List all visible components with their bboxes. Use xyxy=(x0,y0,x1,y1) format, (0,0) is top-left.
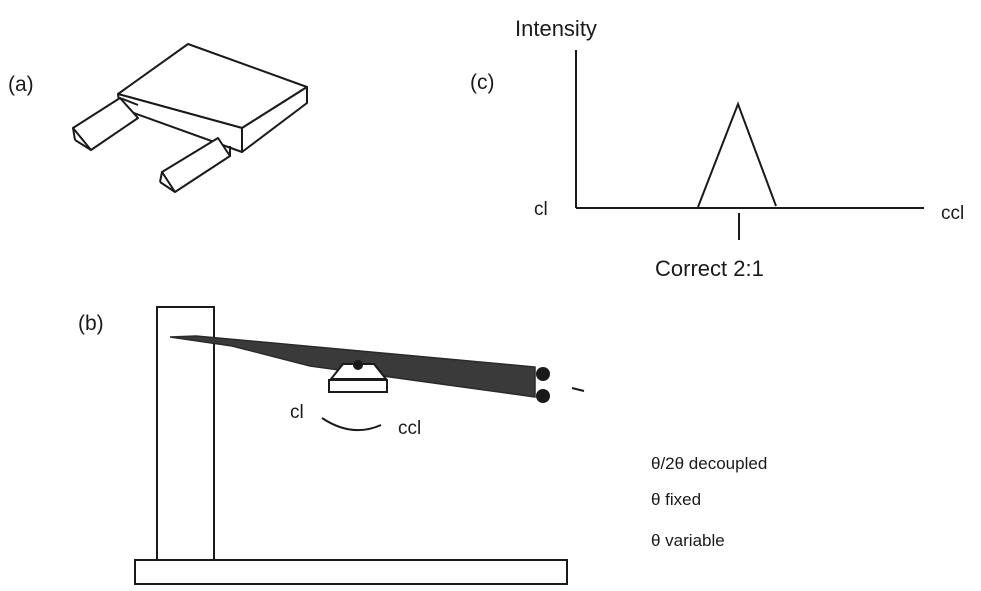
panel-a-label: (a) xyxy=(8,73,34,96)
rotation-left-label: cl xyxy=(290,402,304,423)
y-axis-label: Intensity xyxy=(515,16,597,41)
intensity-plot xyxy=(575,50,924,240)
detector-dot-upper xyxy=(536,367,550,381)
rotation-right-label: ccl xyxy=(398,418,421,439)
support-column xyxy=(156,306,215,561)
note-decoupled: θ/2θ decoupled xyxy=(651,454,767,473)
x-axis-right-label: ccl xyxy=(941,203,964,224)
sample-holder-small xyxy=(328,360,389,393)
rotation-arc xyxy=(321,417,382,432)
x-axis-left-label: cl xyxy=(534,199,548,220)
panel-b-label: (b) xyxy=(78,312,104,335)
intensity-peak xyxy=(697,101,777,208)
detector-dash xyxy=(571,387,585,392)
sample-holder-drawing xyxy=(72,43,308,193)
note-theta-variable: θ variable xyxy=(651,531,725,550)
note-theta-fixed: θ fixed xyxy=(651,490,701,509)
panel-c-label: (c) xyxy=(470,71,495,94)
goniometer-drawing xyxy=(134,306,585,585)
peak-label: Correct 2:1 xyxy=(655,256,764,281)
detector-dot-lower xyxy=(536,389,550,403)
base-plate xyxy=(134,559,568,585)
